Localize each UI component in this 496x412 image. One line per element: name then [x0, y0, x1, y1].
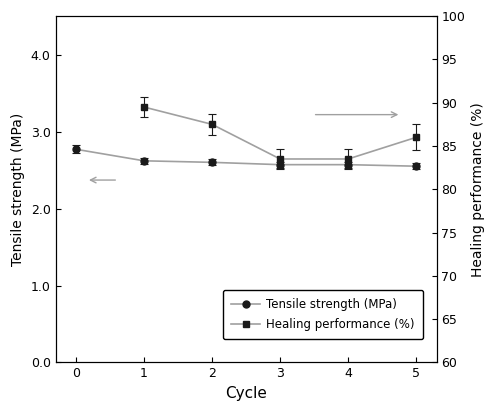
Legend: Tensile strength (MPa), Healing performance (%): Tensile strength (MPa), Healing performa… [223, 290, 423, 339]
Y-axis label: Tensile strength (MPa): Tensile strength (MPa) [11, 112, 25, 266]
Y-axis label: Healing performance (%): Healing performance (%) [471, 102, 485, 277]
X-axis label: Cycle: Cycle [225, 386, 267, 401]
